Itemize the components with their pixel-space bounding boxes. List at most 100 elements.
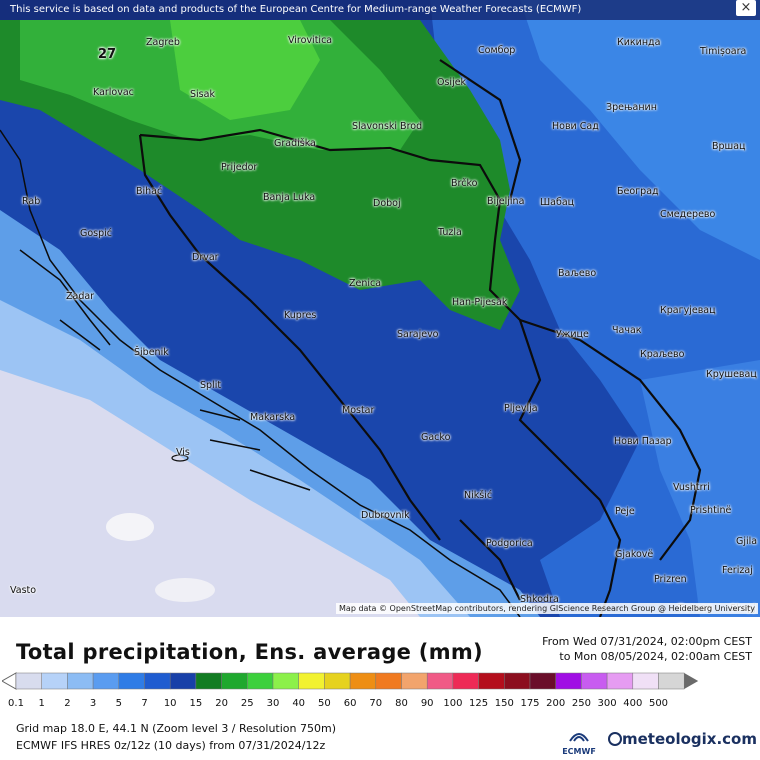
ecmwf-icon — [569, 733, 589, 742]
legend-swatch — [15, 672, 42, 690]
legend-tick-label: 20 — [215, 698, 228, 709]
city-label: Prizren — [654, 574, 687, 585]
city-label: Han-Pijesak — [452, 297, 508, 308]
legend-swatch — [658, 672, 685, 690]
legend-swatch — [478, 672, 505, 690]
city-label: Sarajevo — [397, 329, 439, 340]
model-info: ECMWF IFS HRES 0z/12z (10 days) from 07/… — [16, 739, 326, 752]
city-label: Šibenik — [134, 347, 169, 358]
city-label: 27 — [98, 47, 117, 62]
legend-swatch — [67, 672, 94, 690]
legend-swatch — [426, 672, 454, 690]
legend-swatch — [632, 672, 659, 690]
ecmwf-logo-text: ECMWF — [562, 747, 596, 756]
period-from: From Wed 07/31/2024, 02:00pm CEST — [542, 635, 752, 648]
city-label: Кикинда — [617, 37, 661, 48]
legend-tick-label: 250 — [571, 698, 591, 709]
grid-info: Grid map 18.0 E, 44.1 N (Zoom level 3 / … — [16, 722, 336, 735]
city-label: Shkodra — [520, 594, 559, 605]
city-label: Београд — [617, 186, 659, 197]
legend-tick-label: 125 — [469, 698, 489, 709]
legend-tick-label: 200 — [546, 698, 566, 709]
legend-swatch — [169, 672, 197, 690]
precip-brightgreen-region — [170, 20, 320, 120]
precip-southeast-layer — [640, 360, 760, 617]
dry-area-patch-south — [155, 578, 215, 602]
city-label: Doboj — [373, 198, 401, 209]
city-label: Bihać — [136, 186, 163, 197]
legend-tick-label: 500 — [648, 698, 669, 709]
legend-tick-label: 40 — [292, 698, 306, 709]
city-label: Ужице — [556, 329, 589, 340]
legend-tick-label: 60 — [343, 698, 357, 709]
page-title: Total precipitation, Ens. average (mm) — [16, 640, 483, 664]
legend-tick-label: 100 — [443, 698, 463, 709]
legend-tick-label: 5 — [115, 698, 122, 709]
country-borders — [138, 59, 702, 617]
legend-swatch — [298, 672, 325, 690]
city-label: Prishtinë — [690, 505, 732, 516]
meteologix-icon — [608, 732, 622, 746]
city-label: Zenica — [349, 278, 382, 289]
meteologix-logo[interactable]: meteologix.com — [608, 730, 757, 748]
city-label: Gacko — [421, 432, 451, 443]
city-label: Podgorica — [486, 538, 533, 549]
city-label: Dubrovnik — [361, 510, 410, 521]
legend-swatch — [221, 672, 248, 690]
map-canvas — [0, 0, 760, 617]
city-label: Pljevlja — [504, 403, 538, 414]
city-label: Kupres — [284, 310, 317, 321]
city-label: Nikšić — [464, 490, 493, 501]
legend-tick-label: 90 — [420, 698, 434, 709]
legend-swatch — [452, 672, 479, 690]
city-label: Краљево — [640, 349, 685, 360]
color-scale-legend — [2, 672, 699, 690]
city-label: Rab — [22, 196, 41, 207]
legend-left-arrow — [2, 672, 17, 690]
city-label: Чачак — [612, 325, 642, 336]
legend-tick-label: 175 — [520, 698, 540, 709]
legend-swatch — [92, 672, 120, 690]
city-label: Vushtrri — [673, 482, 710, 493]
legend-tick-label: 3 — [89, 698, 97, 709]
banner-text: This service is based on data and produc… — [10, 4, 582, 15]
city-label: Brčko — [451, 178, 478, 189]
city-label: Gradiška — [274, 138, 316, 149]
legend-tick-label: 150 — [494, 698, 514, 709]
city-label: Banja Luka — [263, 192, 316, 203]
legend-swatch — [606, 672, 634, 690]
city-label: Gospić — [80, 228, 113, 239]
legend-swatch — [324, 672, 351, 690]
city-label: Vasto — [10, 585, 37, 596]
city-label: Osijek — [437, 77, 467, 88]
city-label: Gjila — [736, 536, 758, 547]
city-label: Крагујевац — [660, 305, 716, 316]
close-button[interactable]: × — [736, 0, 756, 16]
city-label: Bijeljina — [487, 196, 525, 207]
ecmwf-logo[interactable]: ECMWF — [556, 728, 602, 756]
city-label: Mostar — [342, 405, 375, 416]
city-label: Крушевац — [706, 369, 757, 380]
city-label: Сомбор — [478, 45, 516, 56]
precip-northeast-layer — [520, 0, 760, 260]
legend-tick-label: 7 — [141, 698, 148, 709]
city-label: Нови Сад — [552, 121, 599, 132]
legend-swatch — [504, 672, 531, 690]
city-label: Peje — [615, 506, 635, 517]
city-label: Ваљево — [558, 268, 597, 279]
map-attribution: Map data © OpenStreetMap contributors, r… — [336, 603, 758, 614]
city-label: Drvar — [192, 252, 219, 263]
legend-tick-label: 50 — [318, 698, 331, 709]
city-label: Зрењанин — [606, 102, 657, 113]
precipitation-map[interactable]: Zagreb Virovitica Сомбор Кикинда Timișoara Ka… — [0, 0, 760, 617]
city-label: Vis — [176, 447, 190, 458]
legend-tick-label: 300 — [597, 698, 617, 709]
city-label: Slavonski Brod — [352, 121, 423, 132]
city-label: Ferizaj — [722, 565, 753, 576]
island-vis — [171, 454, 189, 462]
legend-tick-label: 10 — [163, 698, 177, 709]
legend-swatch — [349, 672, 377, 690]
legend-tick-label: 30 — [266, 698, 280, 709]
city-label: Нови Пазар — [614, 436, 672, 447]
legend-swatch — [529, 672, 556, 690]
